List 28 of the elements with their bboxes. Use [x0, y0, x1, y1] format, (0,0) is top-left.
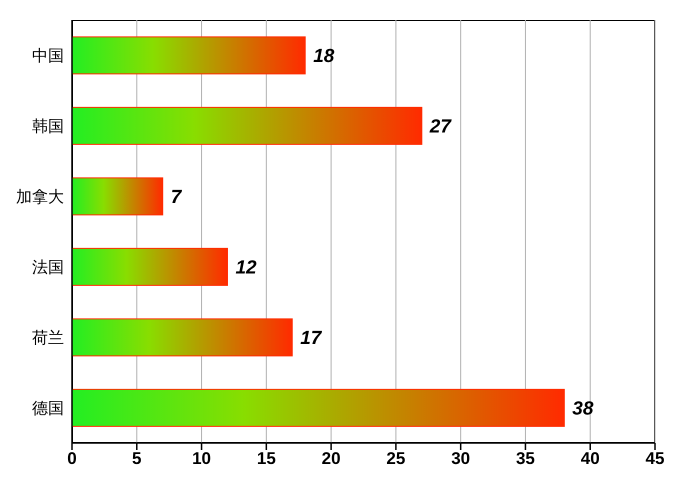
y-tick-label: 法国 [32, 257, 64, 276]
data-label: 17 [300, 328, 323, 350]
bar [72, 36, 306, 74]
x-tick-label: 35 [516, 449, 535, 468]
y-tick-label: 韩国 [32, 116, 64, 136]
x-tick-label: 20 [322, 449, 341, 468]
data-label: 18 [313, 46, 335, 68]
x-tick-label: 10 [192, 449, 212, 468]
x-tick-label: 40 [580, 449, 600, 468]
data-label: 38 [572, 398, 594, 420]
bar [72, 106, 422, 145]
y-tick-label: 加拿大 [16, 186, 64, 206]
x-tick-label: 5 [132, 449, 142, 468]
bar [72, 177, 164, 216]
data-label: 7 [170, 187, 183, 208]
bar [72, 248, 228, 286]
y-tick-label: 荷兰 [32, 328, 64, 347]
data-label: 27 [428, 116, 452, 138]
x-tick-label: 45 [646, 449, 664, 468]
x-tick-label: 15 [256, 449, 276, 468]
bar [72, 318, 293, 356]
y-tick-label: 德国 [32, 398, 64, 418]
bar [72, 388, 565, 427]
x-tick-label: 30 [451, 449, 470, 468]
data-label: 12 [235, 258, 258, 279]
y-tick-label: 中国 [32, 46, 64, 65]
x-tick-label: 25 [386, 449, 406, 468]
x-tick-label: 0 [67, 449, 77, 468]
